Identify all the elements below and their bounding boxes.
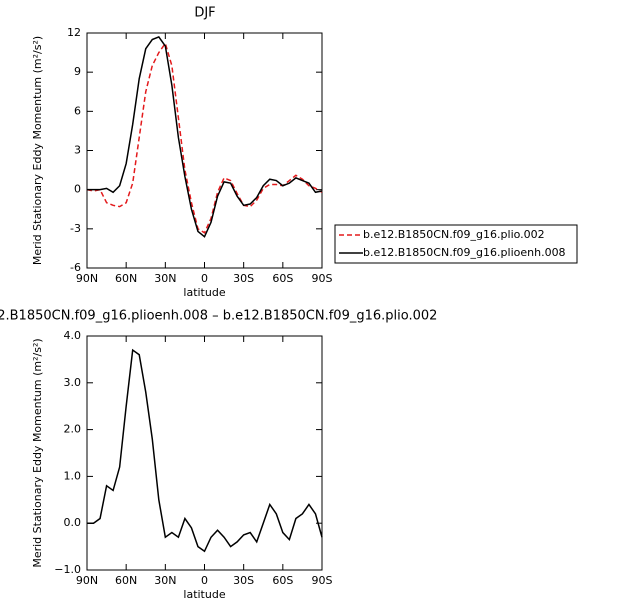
y-tick-label: 0.0 — [64, 516, 82, 529]
y-tick-label: 2.0 — [64, 423, 82, 436]
y-tick-label: −1.0 — [54, 563, 81, 576]
x-tick-label: 0 — [201, 272, 208, 285]
x-tick-label: 90S — [312, 272, 333, 285]
x-tick-label: 0 — [201, 574, 208, 587]
x-tick-label: 30S — [233, 574, 254, 587]
x-tick-label: 90N — [76, 272, 98, 285]
y-tick-label: 1.0 — [64, 469, 82, 482]
y-tick-label: 3.0 — [64, 376, 82, 389]
y-tick-label: 6 — [74, 104, 81, 117]
x-tick-label: 90S — [312, 574, 333, 587]
series-line — [87, 348, 323, 553]
y-tick-label: 4.0 — [64, 329, 82, 342]
x-tick-label: 60S — [272, 272, 293, 285]
chart-title: DJF — [194, 6, 215, 21]
x-axis-label: latitude — [183, 588, 225, 601]
y-tick-label: 0 — [74, 183, 81, 196]
legend-label: b.e12.B1850CN.f09_g16.plioenh.008 — [363, 246, 566, 259]
series-line — [87, 36, 323, 238]
x-tick-label: 90N — [76, 574, 98, 587]
x-tick-label: 30N — [154, 272, 176, 285]
y-axis-label: Merid Stationary Eddy Momentum (m²/s²) — [31, 338, 44, 567]
plot-frame — [86, 335, 323, 571]
y-tick-label: 12 — [67, 26, 81, 39]
x-tick-label: 60N — [115, 272, 137, 285]
y-tick-label: 3 — [74, 144, 81, 157]
x-tick-label: 60S — [272, 574, 293, 587]
legend-box — [334, 224, 578, 264]
x-tick-label: 30S — [233, 272, 254, 285]
legend-label: b.e12.B1850CN.f09_g16.plio.002 — [363, 228, 545, 241]
y-tick-label: -3 — [70, 222, 81, 235]
y-axis-label: Merid Stationary Eddy Momentum (m²/s²) — [31, 36, 44, 265]
series-line — [86, 41, 323, 234]
x-axis-label: latitude — [183, 286, 225, 299]
y-tick-label: 9 — [74, 65, 81, 78]
x-tick-label: 30N — [154, 574, 176, 587]
y-tick-label: -6 — [70, 261, 81, 274]
chart-title: b.e12.B1850CN.f09_g16.plioenh.008 – b.e1… — [0, 309, 437, 324]
x-tick-label: 60N — [115, 574, 137, 587]
